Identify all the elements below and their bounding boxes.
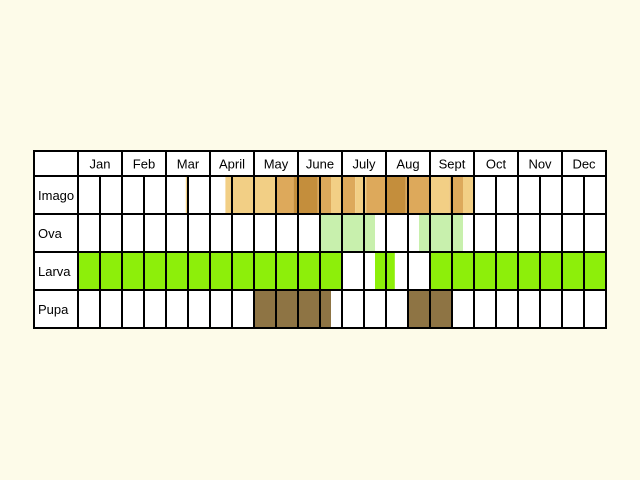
span-imago-2: [276, 176, 294, 214]
month-label-feb: Feb: [133, 157, 155, 172]
span-larva-1: [375, 252, 395, 290]
month-label-jan: Jan: [90, 157, 111, 172]
span-imago-13: [463, 176, 474, 214]
span-ova-0: [320, 214, 375, 252]
row-label-ova: Ova: [38, 226, 63, 241]
row-label-imago: Imago: [38, 188, 74, 203]
span-imago-0: [185, 176, 188, 214]
month-label-april: April: [219, 157, 245, 172]
month-label-mar: Mar: [177, 157, 200, 172]
month-label-dec: Dec: [572, 157, 596, 172]
month-label-aug: Aug: [396, 157, 419, 172]
span-imago-11: [430, 176, 450, 214]
month-label-june: June: [306, 157, 334, 172]
span-ova-1: [419, 214, 463, 252]
row-label-larva: Larva: [38, 264, 71, 279]
month-label-sept: Sept: [439, 157, 466, 172]
chart-grid: [33, 150, 607, 329]
month-label-may: May: [264, 157, 289, 172]
row-label-pupa: Pupa: [38, 302, 69, 317]
month-label-july: July: [352, 157, 376, 172]
span-imago-5: [331, 176, 342, 214]
span-pupa-0: [254, 290, 331, 328]
span-imago-10: [405, 176, 430, 214]
span-imago-7: [355, 176, 367, 214]
chart-labels: Jan Feb Mar April May June July Aug Sept Oct Nov De…: [38, 157, 596, 318]
span-imago-6: [342, 176, 356, 214]
month-label-nov: Nov: [528, 157, 552, 172]
span-imago-9: [386, 176, 406, 214]
span-imago-4: [317, 176, 331, 214]
span-imago-12: [449, 176, 463, 214]
span-imago-8: [366, 176, 386, 214]
month-label-oct: Oct: [486, 157, 507, 172]
